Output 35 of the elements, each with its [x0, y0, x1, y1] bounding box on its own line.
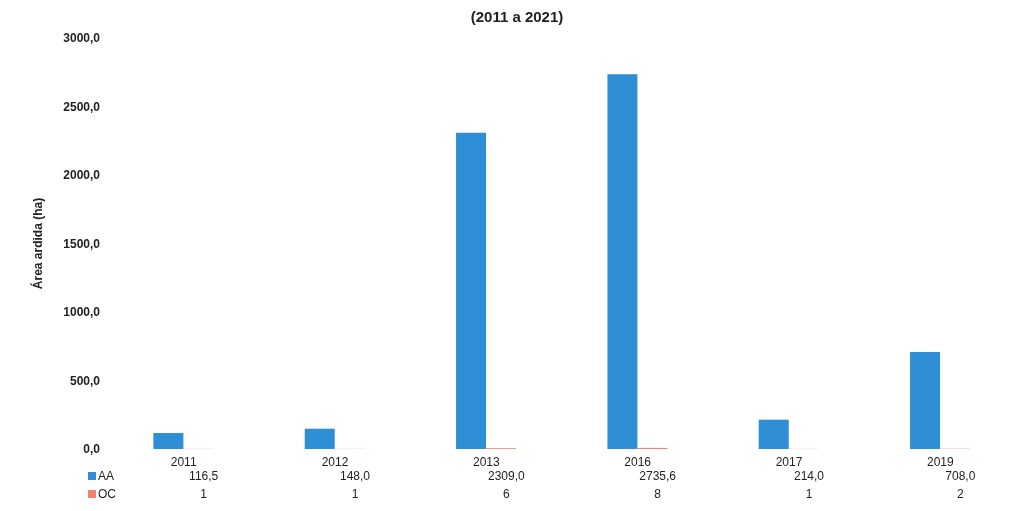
bar — [304, 428, 335, 449]
data-label: 2 — [955, 487, 965, 501]
bar — [758, 419, 789, 449]
data-label: 6 — [501, 487, 511, 501]
chart-title: (2011 a 2021) — [469, 8, 565, 27]
data-label: 116,5 — [188, 469, 220, 483]
data-label: 2735,6 — [638, 469, 677, 483]
x-tick-label: 2013 — [472, 454, 500, 469]
y-tick-label: 2500,0 — [63, 99, 101, 114]
legend-label: OC — [98, 487, 116, 501]
y-tick-label: 0,0 — [83, 442, 101, 457]
y-tick-label: 500,0 — [69, 373, 101, 388]
x-tick-label: 2012 — [321, 454, 349, 469]
data-label: 1 — [804, 487, 814, 501]
bar — [456, 132, 487, 449]
data-label: 2309,0 — [486, 469, 526, 483]
bar — [910, 352, 941, 449]
y-tick-label: 1500,0 — [63, 236, 101, 251]
data-label: 1 — [199, 487, 208, 501]
x-tick-label: 2016 — [624, 454, 652, 469]
y-tick-label: 3000,0 — [63, 31, 101, 46]
data-label: 1 — [350, 487, 360, 501]
data-label: 148,0 — [338, 469, 371, 483]
x-tick-label: 2017 — [775, 454, 803, 469]
bar — [153, 433, 184, 449]
y-tick-label: 2000,0 — [63, 168, 101, 183]
data-label: 214,0 — [792, 469, 825, 483]
bar — [607, 74, 638, 449]
data-label: 708,0 — [944, 469, 977, 483]
x-tick-label: 2019 — [926, 454, 954, 469]
data-label: 8 — [653, 487, 662, 501]
y-axis-title: Área ardida (ha) — [30, 197, 46, 290]
x-tick-label: 2011 — [170, 454, 197, 469]
y-tick-label: 1000,0 — [63, 305, 101, 320]
legend-label: AA — [98, 469, 115, 483]
